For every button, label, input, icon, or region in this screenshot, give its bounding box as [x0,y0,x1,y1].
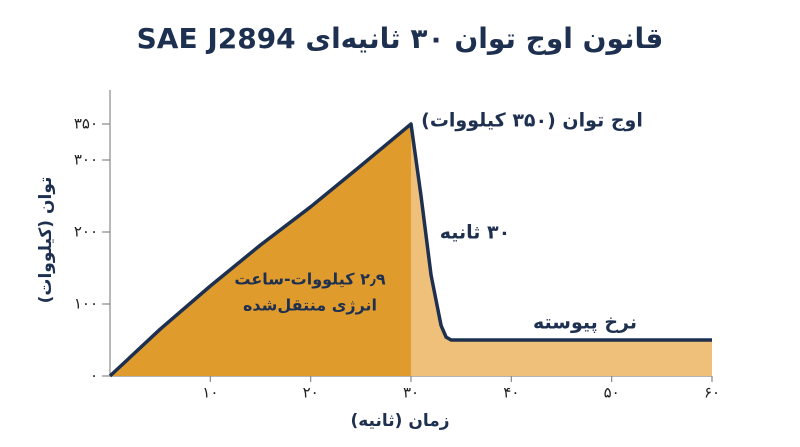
x-tick-label: ۶۰ [704,384,720,402]
chart-title: قانون اوج توان ۳۰ ثانیه‌ای SAE J2894 [137,22,664,56]
annotation: ۳۰ ثانیه [440,222,511,244]
line [108,122,712,378]
x-tick-label: ۳۰ [403,384,419,402]
y-tick-label: ۱۰۰ [74,295,98,313]
annotation: انرژی منتقل‌شده [243,296,377,315]
y-tick-label: ۳۵۰ [74,115,98,133]
y-axis-label: توان (کیلووات) [36,177,56,304]
y-tick-label: ۰ [90,367,98,385]
x-tick-label: ۲۰ [303,384,319,402]
x-axis-label: زمان (ثانیه) [350,411,449,431]
annotation: ۲٫۹ کیلووات-ساعت [234,270,385,289]
annotation: اوج توان (۳۵۰ کیلووات) [421,110,643,132]
y-tick-label: ۲۰۰ [74,223,98,241]
y-tick-label: ۳۰۰ [74,151,98,169]
area-before-peak [110,124,411,376]
x-tick-label: ۱۰ [202,384,218,402]
x-tick-label: ۵۰ [604,384,620,402]
x-tick-label: ۴۰ [503,384,519,402]
annotation: نرخ پیوسته [533,312,637,334]
